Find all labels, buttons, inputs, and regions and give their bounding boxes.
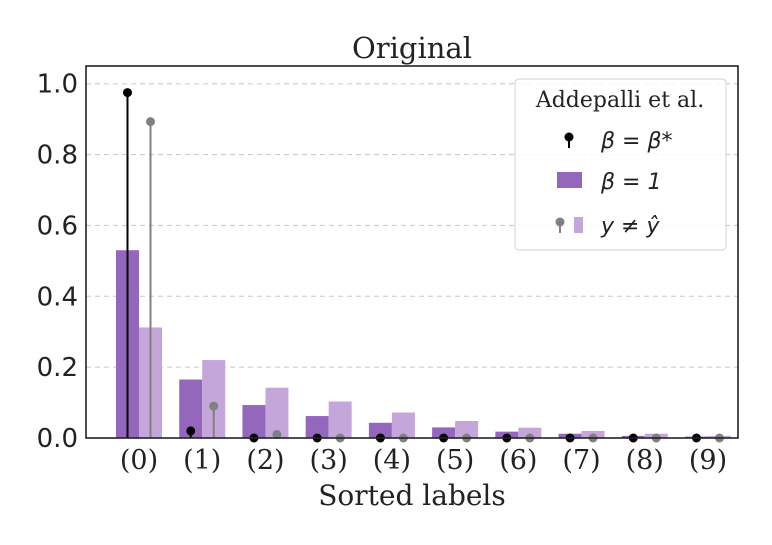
legend-label-beta-star: β = β* xyxy=(600,129,673,154)
legend-entry-beta-one: β = 1 xyxy=(557,170,661,195)
legend-swatch-dark xyxy=(557,172,582,188)
y-tick-label: 0.8 xyxy=(37,141,78,171)
legend-title: Addepalli et al. xyxy=(535,88,704,113)
x-tick-label: (8) xyxy=(626,445,664,476)
stem-marker-beta-star xyxy=(123,88,132,98)
bar-y-neq-yhat xyxy=(455,420,479,438)
x-tick-label: (3) xyxy=(310,445,348,476)
bars xyxy=(116,250,731,438)
bar-y-neq-yhat xyxy=(202,360,226,438)
x-axis-label: Sorted labels xyxy=(318,479,506,512)
legend-box xyxy=(514,78,727,251)
y-tick-label: 0.0 xyxy=(37,424,78,454)
bar-beta-one xyxy=(179,379,203,438)
x-tick-label: (0) xyxy=(120,445,158,476)
bar-y-neq-yhat xyxy=(328,401,352,438)
stem-marker-beta-star xyxy=(186,426,196,436)
legend-entry-y-neq-yhat: y ≠ ŷ xyxy=(555,214,660,239)
bar-y-neq-yhat xyxy=(391,412,415,438)
x-tick-label: (4) xyxy=(373,445,411,476)
bar-beta-one xyxy=(432,427,456,438)
x-tick-label: (9) xyxy=(689,445,727,476)
plot-frame xyxy=(85,65,739,439)
legend-swatch-light xyxy=(574,217,583,233)
x-tick-label: (6) xyxy=(499,445,537,476)
bar-beta-one xyxy=(368,422,392,438)
bar-y-neq-yhat xyxy=(518,427,542,438)
legend-label-y-neq-yhat: y ≠ ŷ xyxy=(600,214,660,239)
legend-stem-gray-marker xyxy=(555,217,565,227)
bar-y-neq-yhat xyxy=(265,387,289,438)
y-tick-label: 1.0 xyxy=(37,70,78,100)
legend: Addepalli et al. β = β* β = 1 y ≠ ŷ xyxy=(514,78,727,251)
legend-label-beta-one: β = 1 xyxy=(600,170,661,195)
stem-marker-y-neq-yhat xyxy=(272,429,282,439)
chart-title: Original xyxy=(352,31,472,65)
stem-marker-y-neq-yhat xyxy=(146,117,155,127)
y-tick-label: 0.6 xyxy=(37,211,78,241)
x-tick-label: (2) xyxy=(246,445,284,476)
x-tick-label: (7) xyxy=(562,445,600,476)
stems xyxy=(123,88,724,443)
legend-entry-beta-star: β = β* xyxy=(564,129,673,154)
y-axis: 0.0 0.2 0.4 0.6 0.8 1.0 xyxy=(37,70,78,454)
bar-beta-one xyxy=(242,405,266,438)
legend-stem-black-marker xyxy=(564,132,574,142)
x-tick-label: (1) xyxy=(183,445,221,476)
x-axis: (0) (1) (2) (3) (4) (5) (6) (7) (8) (9) xyxy=(120,445,727,476)
y-tick-label: 0.4 xyxy=(37,282,78,312)
bar-beta-one xyxy=(305,416,329,438)
stem-marker-y-neq-yhat xyxy=(209,401,219,411)
x-tick-label: (5) xyxy=(436,445,474,476)
y-tick-label: 0.2 xyxy=(37,353,78,383)
